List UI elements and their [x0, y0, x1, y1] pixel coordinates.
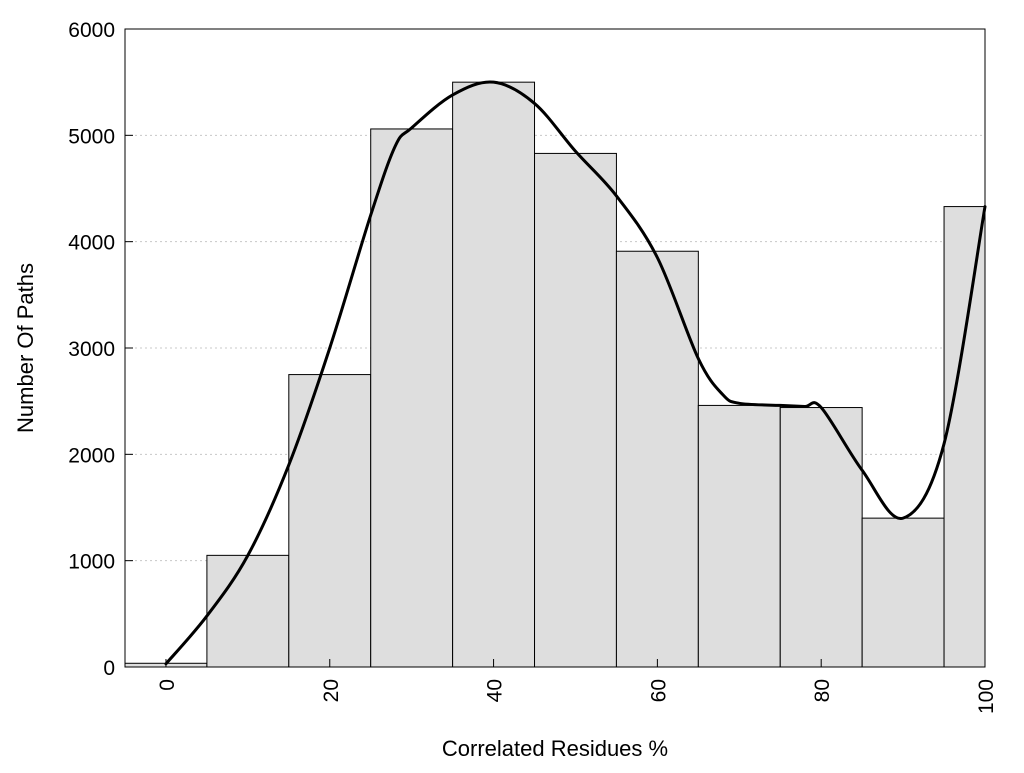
y-tick-label: 1000	[68, 551, 115, 574]
x-tick-label: 100	[975, 679, 998, 714]
y-axis-ticks: 0 1000 2000 3000 4000 5000 6000	[68, 19, 133, 680]
x-tick-label: 0	[156, 679, 179, 691]
histogram-bar	[206, 554, 290, 668]
histogram-bar	[779, 407, 863, 668]
y-tick-label: 5000	[68, 125, 115, 148]
x-tick-label: 80	[811, 679, 834, 702]
y-tick-label: 2000	[68, 444, 115, 467]
x-axis-title: Correlated Residues %	[442, 736, 668, 761]
histogram-bar	[452, 81, 536, 668]
histogram-bars	[124, 81, 986, 668]
density-curve-layer	[164, 80, 987, 666]
x-tick-label: 20	[320, 679, 343, 702]
histogram-bar	[534, 152, 617, 668]
y-tick-label: 3000	[68, 338, 115, 361]
histogram-bar	[697, 404, 781, 668]
histogram-bar	[943, 206, 986, 668]
histogram-bar	[288, 374, 372, 668]
histogram-bar	[861, 517, 945, 668]
density-curve	[164, 80, 987, 666]
x-tick-label: 40	[484, 679, 507, 702]
x-tick-label: 60	[647, 679, 670, 702]
x-axis-ticks: 0 20 40 60 80 100	[156, 659, 998, 714]
histogram-bar	[615, 250, 699, 668]
y-tick-label: 6000	[68, 19, 115, 42]
y-tick-label: 4000	[68, 232, 115, 255]
y-tick-label: 0	[103, 657, 115, 680]
histogram-bar	[370, 128, 454, 668]
y-axis-title: Number Of Paths	[13, 263, 38, 433]
